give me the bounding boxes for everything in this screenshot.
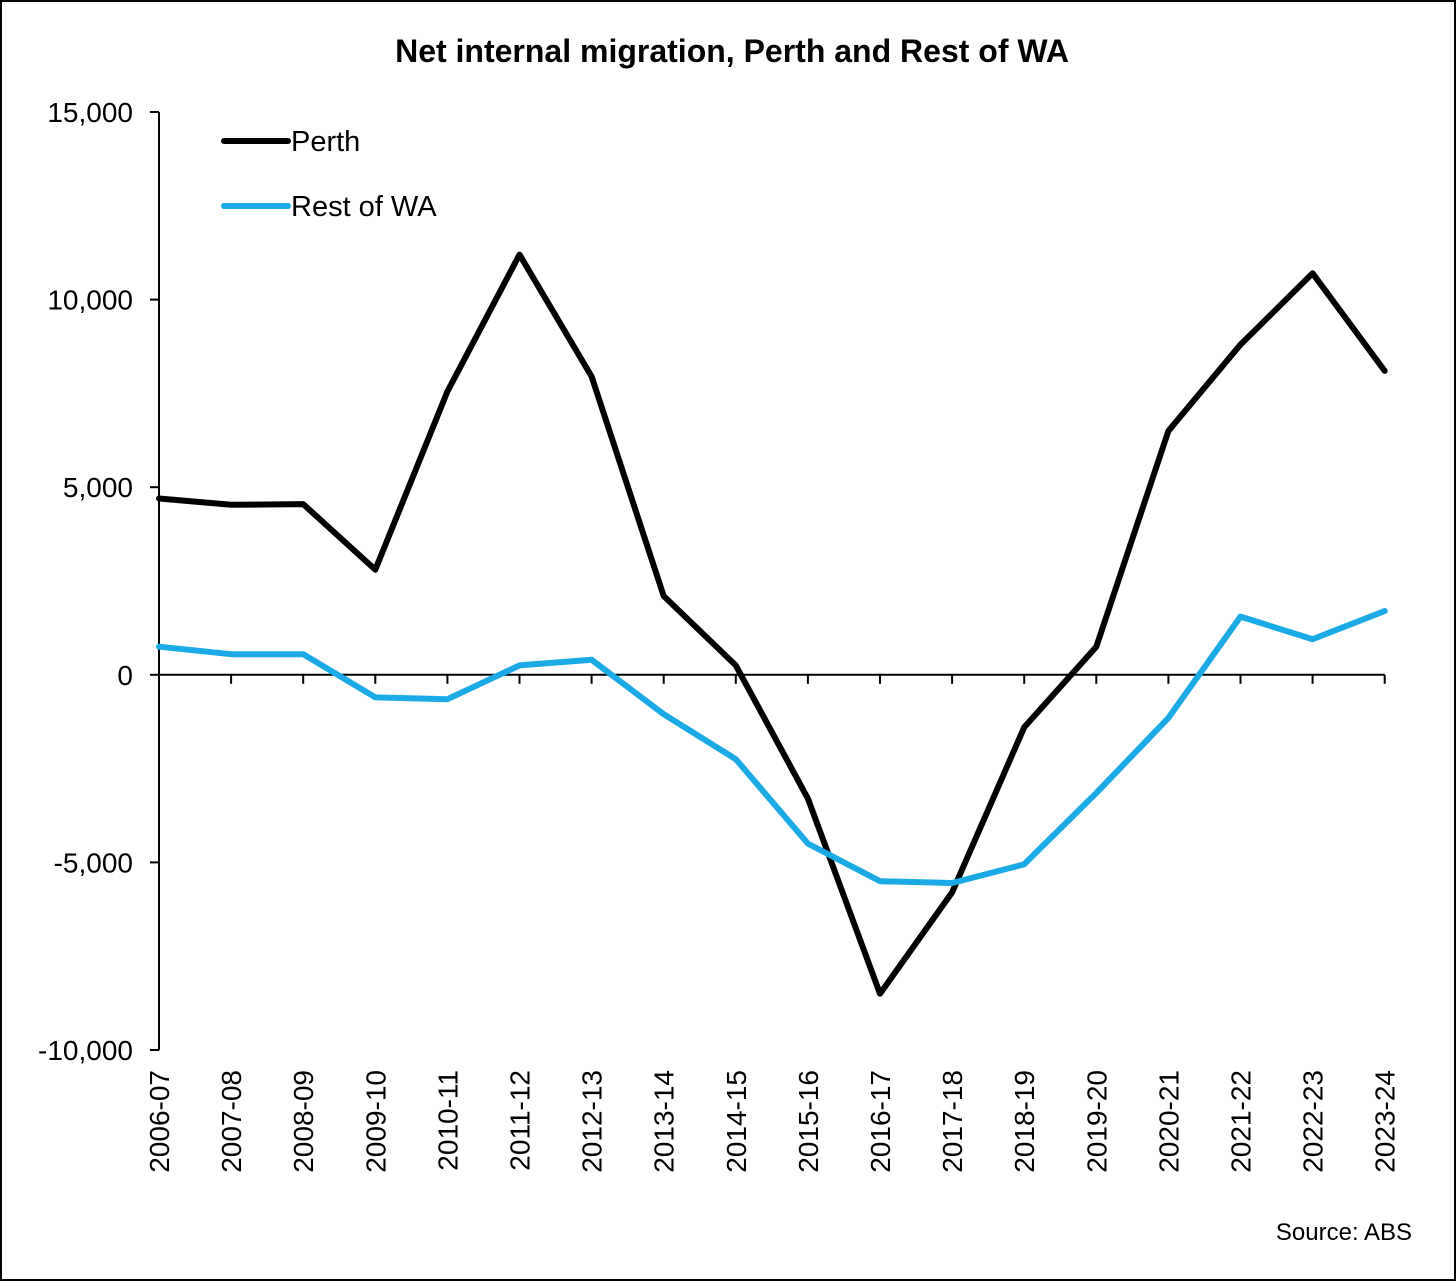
x-tick-label: 2018-19 [1009, 1070, 1040, 1173]
chart-title: Net internal migration, Perth and Rest o… [395, 33, 1069, 69]
y-tick-label: -5,000 [54, 847, 133, 878]
data-point-perth [877, 991, 883, 997]
series-lines [156, 251, 1388, 997]
data-point-perth [156, 495, 162, 501]
data-point-rest-of-wa [589, 657, 595, 663]
x-tick-label: 2020-21 [1153, 1070, 1184, 1173]
x-tick-label: 2011-12 [505, 1070, 536, 1171]
x-tick-label: 2017-18 [937, 1070, 968, 1173]
source-note: Source: ABS [1276, 1219, 1412, 1246]
x-tick-label: 2013-14 [649, 1070, 680, 1173]
x-tick-label: 2009-10 [360, 1070, 391, 1173]
y-tick-label: 5,000 [63, 472, 133, 503]
legend-label-rest-of-wa: Rest of WA [291, 191, 437, 223]
data-point-perth [661, 593, 667, 599]
x-tick-label: 2007-08 [216, 1070, 247, 1173]
data-point-rest-of-wa [517, 662, 523, 668]
x-tick-label: 2015-16 [793, 1070, 824, 1173]
y-tick-label: -10,000 [38, 1035, 133, 1066]
y-axis: -10,000 -5,000 0 5,000 10,000 15,000 [38, 97, 160, 1066]
data-point-perth [444, 389, 450, 395]
x-tick-label: 2010-11 [432, 1070, 463, 1171]
data-point-perth [228, 502, 234, 508]
data-point-rest-of-wa [156, 644, 162, 650]
x-tick-label: 2016-17 [865, 1070, 896, 1173]
data-point-rest-of-wa [1165, 715, 1171, 721]
data-point-rest-of-wa [300, 651, 306, 657]
x-axis: 2006-07 2007-08 2008-09 2009-10 2010-11 2011-… [144, 673, 1401, 1173]
x-tick-label: 2012-13 [577, 1070, 608, 1173]
x-tick-label: 2019-20 [1081, 1070, 1112, 1173]
data-point-rest-of-wa [1310, 636, 1316, 642]
y-tick-label: 10,000 [47, 285, 133, 316]
x-tick-label: 2006-07 [144, 1070, 175, 1173]
data-point-rest-of-wa [1093, 790, 1099, 796]
series-line-rest-of-wa [156, 608, 1388, 886]
series-line-perth [156, 251, 1388, 997]
data-point-rest-of-wa [805, 841, 811, 847]
data-point-perth [949, 889, 955, 895]
data-point-rest-of-wa [444, 696, 450, 702]
data-point-rest-of-wa [1238, 614, 1244, 620]
data-point-perth [1382, 368, 1388, 374]
data-point-perth [372, 567, 378, 573]
data-point-perth [589, 374, 595, 380]
data-point-rest-of-wa [877, 878, 883, 884]
data-point-rest-of-wa [1382, 608, 1388, 614]
legend-label-perth: Perth [291, 126, 360, 158]
data-point-rest-of-wa [372, 694, 378, 700]
data-point-perth [1310, 270, 1316, 276]
x-tick-label: 2023-24 [1370, 1070, 1401, 1173]
x-tick-label: 2021-22 [1226, 1070, 1257, 1173]
data-point-perth [517, 252, 523, 258]
data-point-perth [805, 796, 811, 802]
data-point-perth [1165, 428, 1171, 434]
data-point-perth [1093, 644, 1099, 650]
y-tick-label: 0 [117, 660, 133, 691]
data-point-rest-of-wa [949, 880, 955, 886]
data-point-rest-of-wa [228, 651, 234, 657]
x-tick-label: 2014-15 [721, 1070, 752, 1173]
data-point-perth [1238, 342, 1244, 348]
data-point-perth [1021, 724, 1027, 730]
data-point-perth [733, 662, 739, 668]
data-point-rest-of-wa [1021, 861, 1027, 867]
x-tick-label: 2008-09 [288, 1070, 319, 1173]
data-point-perth [300, 501, 306, 507]
y-tick-label: 15,000 [47, 97, 133, 128]
legend: Perth Rest of WA [221, 126, 437, 223]
data-point-rest-of-wa [661, 711, 667, 717]
x-tick-label: 2022-23 [1298, 1070, 1329, 1173]
data-point-rest-of-wa [733, 756, 739, 762]
